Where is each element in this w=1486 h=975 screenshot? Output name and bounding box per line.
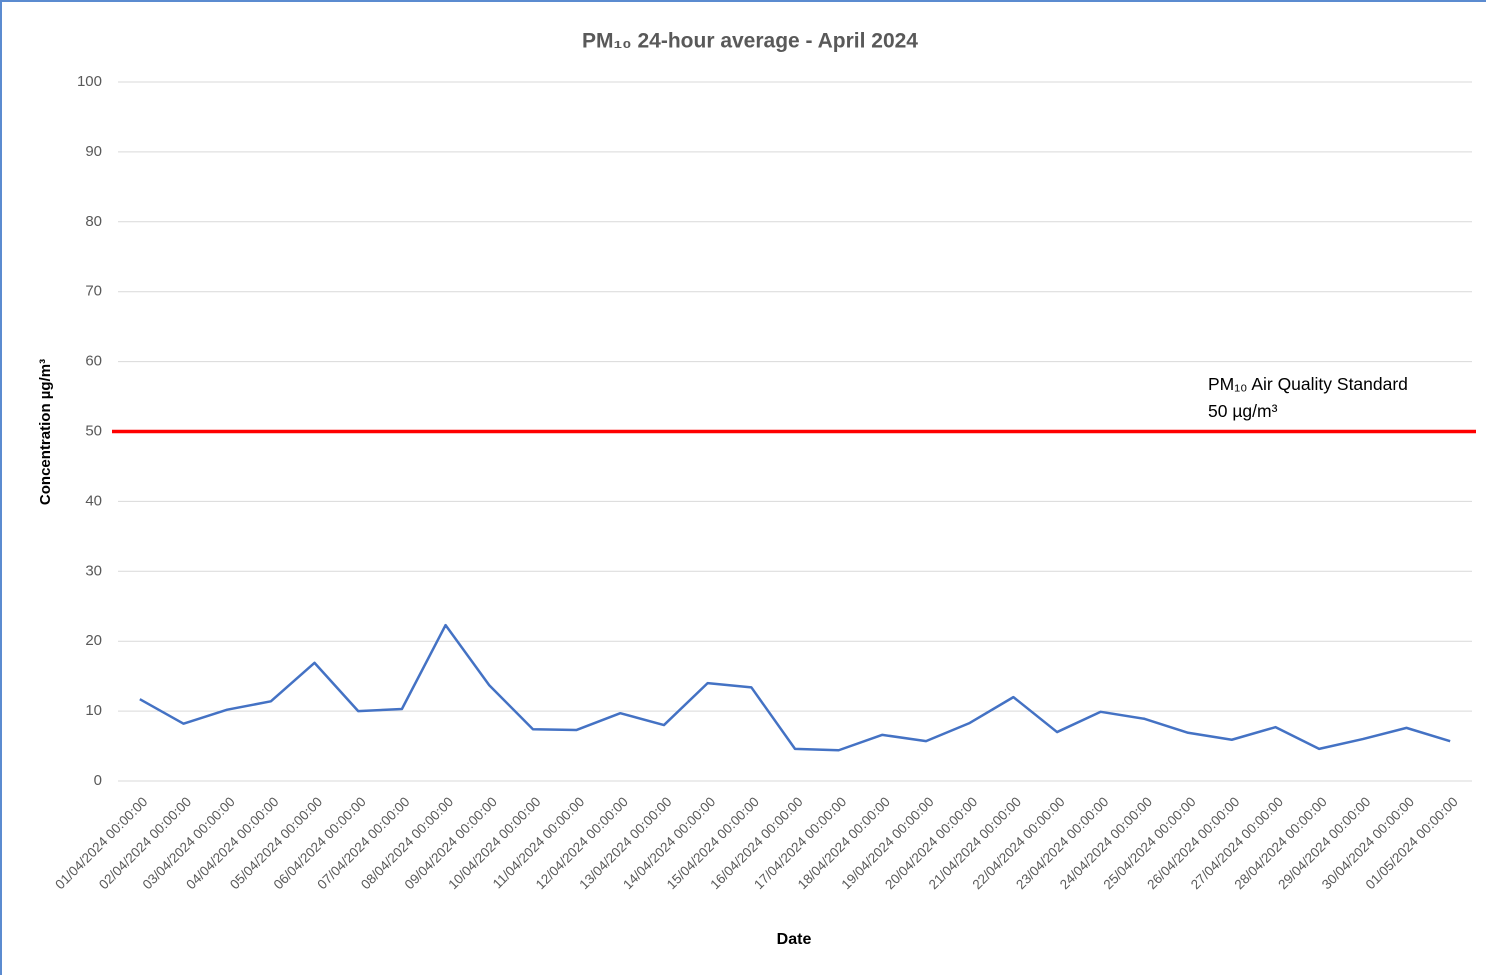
y-tick-label: 80: [85, 213, 102, 230]
y-tick-label: 20: [85, 632, 102, 649]
y-tick-label: 70: [85, 283, 102, 300]
y-tick-label: 50: [85, 422, 102, 439]
y-tick-label: 90: [85, 143, 102, 160]
y-tick-label: 0: [94, 772, 102, 789]
y-tick-label: 30: [85, 562, 102, 579]
data-line: [139, 623, 1451, 752]
y-tick-label: 100: [77, 73, 102, 90]
y-tick-label: 40: [85, 492, 102, 509]
x-axis-title: Date: [777, 931, 812, 948]
y-tick-label: 60: [85, 353, 102, 370]
y-tick-label: 10: [85, 702, 102, 719]
y-axis-title: Concentration µg/m³: [37, 359, 54, 505]
chart-title: PM₁₀ 24-hour average - April 2024: [582, 30, 918, 53]
threshold-value-label: 50 µg/m³: [1208, 401, 1278, 421]
threshold-label: PM₁₀ Air Quality Standard: [1208, 374, 1408, 394]
